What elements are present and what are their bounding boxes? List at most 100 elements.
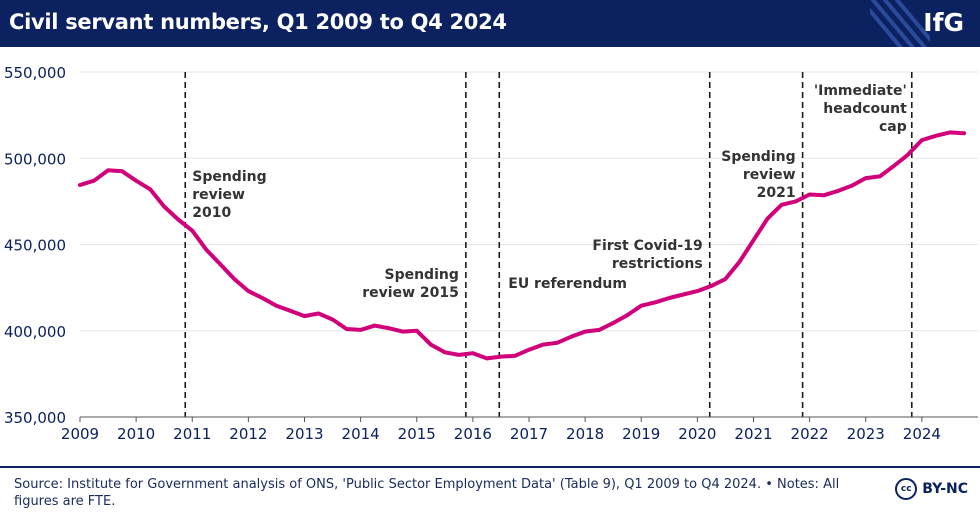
- source-note: Source: Institute for Government analysi…: [14, 477, 840, 509]
- data-point: [611, 321, 615, 325]
- gridlines: [80, 71, 978, 332]
- annotation-label: Spending: [384, 267, 458, 283]
- data-point: [765, 216, 770, 221]
- data-point: [779, 203, 784, 207]
- data-point: [358, 328, 363, 332]
- x-tick-label: 2022: [791, 425, 829, 443]
- data-point: [906, 153, 910, 157]
- annotation-label: 2021: [757, 185, 796, 201]
- data-point: [386, 326, 391, 331]
- x-tick-label: 2023: [847, 425, 885, 443]
- data-point: [569, 335, 573, 339]
- data-point: [204, 247, 209, 252]
- annotation-label: headcount: [823, 101, 907, 117]
- data-point: [653, 300, 658, 305]
- data-point: [667, 296, 672, 300]
- data-point: [260, 296, 265, 300]
- x-tick-label: 2012: [229, 425, 267, 443]
- data-point: [316, 311, 321, 316]
- x-tick-label: 2021: [734, 425, 772, 443]
- data-point: [555, 341, 559, 345]
- data-point: [246, 289, 251, 293]
- data-point: [934, 134, 938, 138]
- data-point: [597, 328, 601, 332]
- data-point: [176, 217, 180, 222]
- annotation-label: review 2015: [362, 285, 459, 301]
- data-point: [274, 303, 279, 308]
- annotation-label: 2010: [192, 205, 231, 221]
- footer-divider: [0, 466, 980, 468]
- data-point: [793, 199, 798, 204]
- data-point: [218, 262, 223, 267]
- data-point: [681, 292, 686, 297]
- annotation-label: cap: [879, 119, 907, 135]
- data-point: [639, 303, 644, 308]
- x-tick-label: 2016: [454, 425, 492, 443]
- data-point: [583, 329, 587, 334]
- creative-commons-icon: cc: [895, 478, 918, 500]
- data-point: [330, 317, 335, 322]
- data-point: [372, 323, 377, 328]
- y-tick-label: 500,000: [4, 150, 66, 168]
- annotation-label: review: [192, 187, 245, 203]
- x-tick-label: 2020: [678, 425, 716, 443]
- axes: 350,000 400,000 450,000 500,000 550,000 2009 2…: [4, 64, 978, 443]
- data-point: [849, 184, 854, 188]
- y-tick-label: 450,000: [4, 237, 66, 255]
- data-point: [471, 351, 475, 356]
- data-point: [443, 350, 447, 355]
- series-line: [78, 130, 966, 361]
- data-point: [513, 354, 517, 358]
- x-tick-label: 2011: [173, 425, 211, 443]
- data-point: [864, 176, 868, 180]
- data-point: [948, 130, 952, 135]
- logo-stripes: [870, 0, 930, 47]
- data-point: [190, 228, 195, 233]
- annotations: Spending review 2010 Spending review 2015 EU …: [184, 72, 913, 417]
- data-point: [625, 313, 629, 318]
- annotation-label: review: [743, 167, 796, 183]
- annotation-label: restrictions: [612, 256, 703, 272]
- data-point: [148, 187, 152, 192]
- data-point: [835, 189, 840, 193]
- data-point: [457, 353, 461, 357]
- data-point: [723, 277, 728, 281]
- x-tick-label: 2009: [61, 425, 99, 443]
- data-point: [737, 260, 742, 264]
- data-point: [499, 354, 503, 359]
- chart-title: Civil servant numbers, Q1 2009 to Q4 202…: [9, 10, 507, 34]
- x-tick-label: 2010: [117, 425, 155, 443]
- x-tick-label: 2019: [622, 425, 660, 443]
- data-point: [485, 356, 489, 361]
- data-point: [344, 327, 349, 331]
- data-point: [288, 309, 293, 313]
- y-tick-label: 350,000: [4, 409, 66, 427]
- data-point: [541, 342, 545, 347]
- annotation-label: Spending: [192, 169, 266, 185]
- y-tick-label: 550,000: [4, 64, 66, 82]
- line-chart: Spending review 2010 Spending review 2015 EU …: [4, 64, 978, 443]
- annotation-label: EU referendum: [508, 276, 627, 292]
- x-tick-label: 2015: [398, 425, 436, 443]
- data-point: [78, 183, 82, 187]
- data-point: [120, 169, 124, 173]
- y-tick-label: 400,000: [4, 323, 66, 341]
- data-point: [751, 238, 756, 242]
- data-point: [709, 284, 714, 288]
- ifg-logo: IfG: [923, 8, 964, 37]
- annotation-label: 'Immediate': [814, 83, 907, 99]
- x-tick-label: 2014: [342, 425, 380, 443]
- series: [78, 130, 966, 361]
- data-point: [415, 329, 419, 333]
- x-tick-label: 2013: [285, 425, 323, 443]
- data-point: [429, 342, 433, 347]
- data-point: [106, 168, 110, 173]
- data-point: [878, 174, 882, 179]
- x-tick-label: 2024: [903, 425, 941, 443]
- data-point: [92, 178, 96, 183]
- data-point: [134, 178, 138, 183]
- x-tick-label: 2018: [566, 425, 604, 443]
- data-point: [962, 131, 966, 135]
- data-point: [807, 192, 812, 197]
- data-point: [821, 193, 826, 198]
